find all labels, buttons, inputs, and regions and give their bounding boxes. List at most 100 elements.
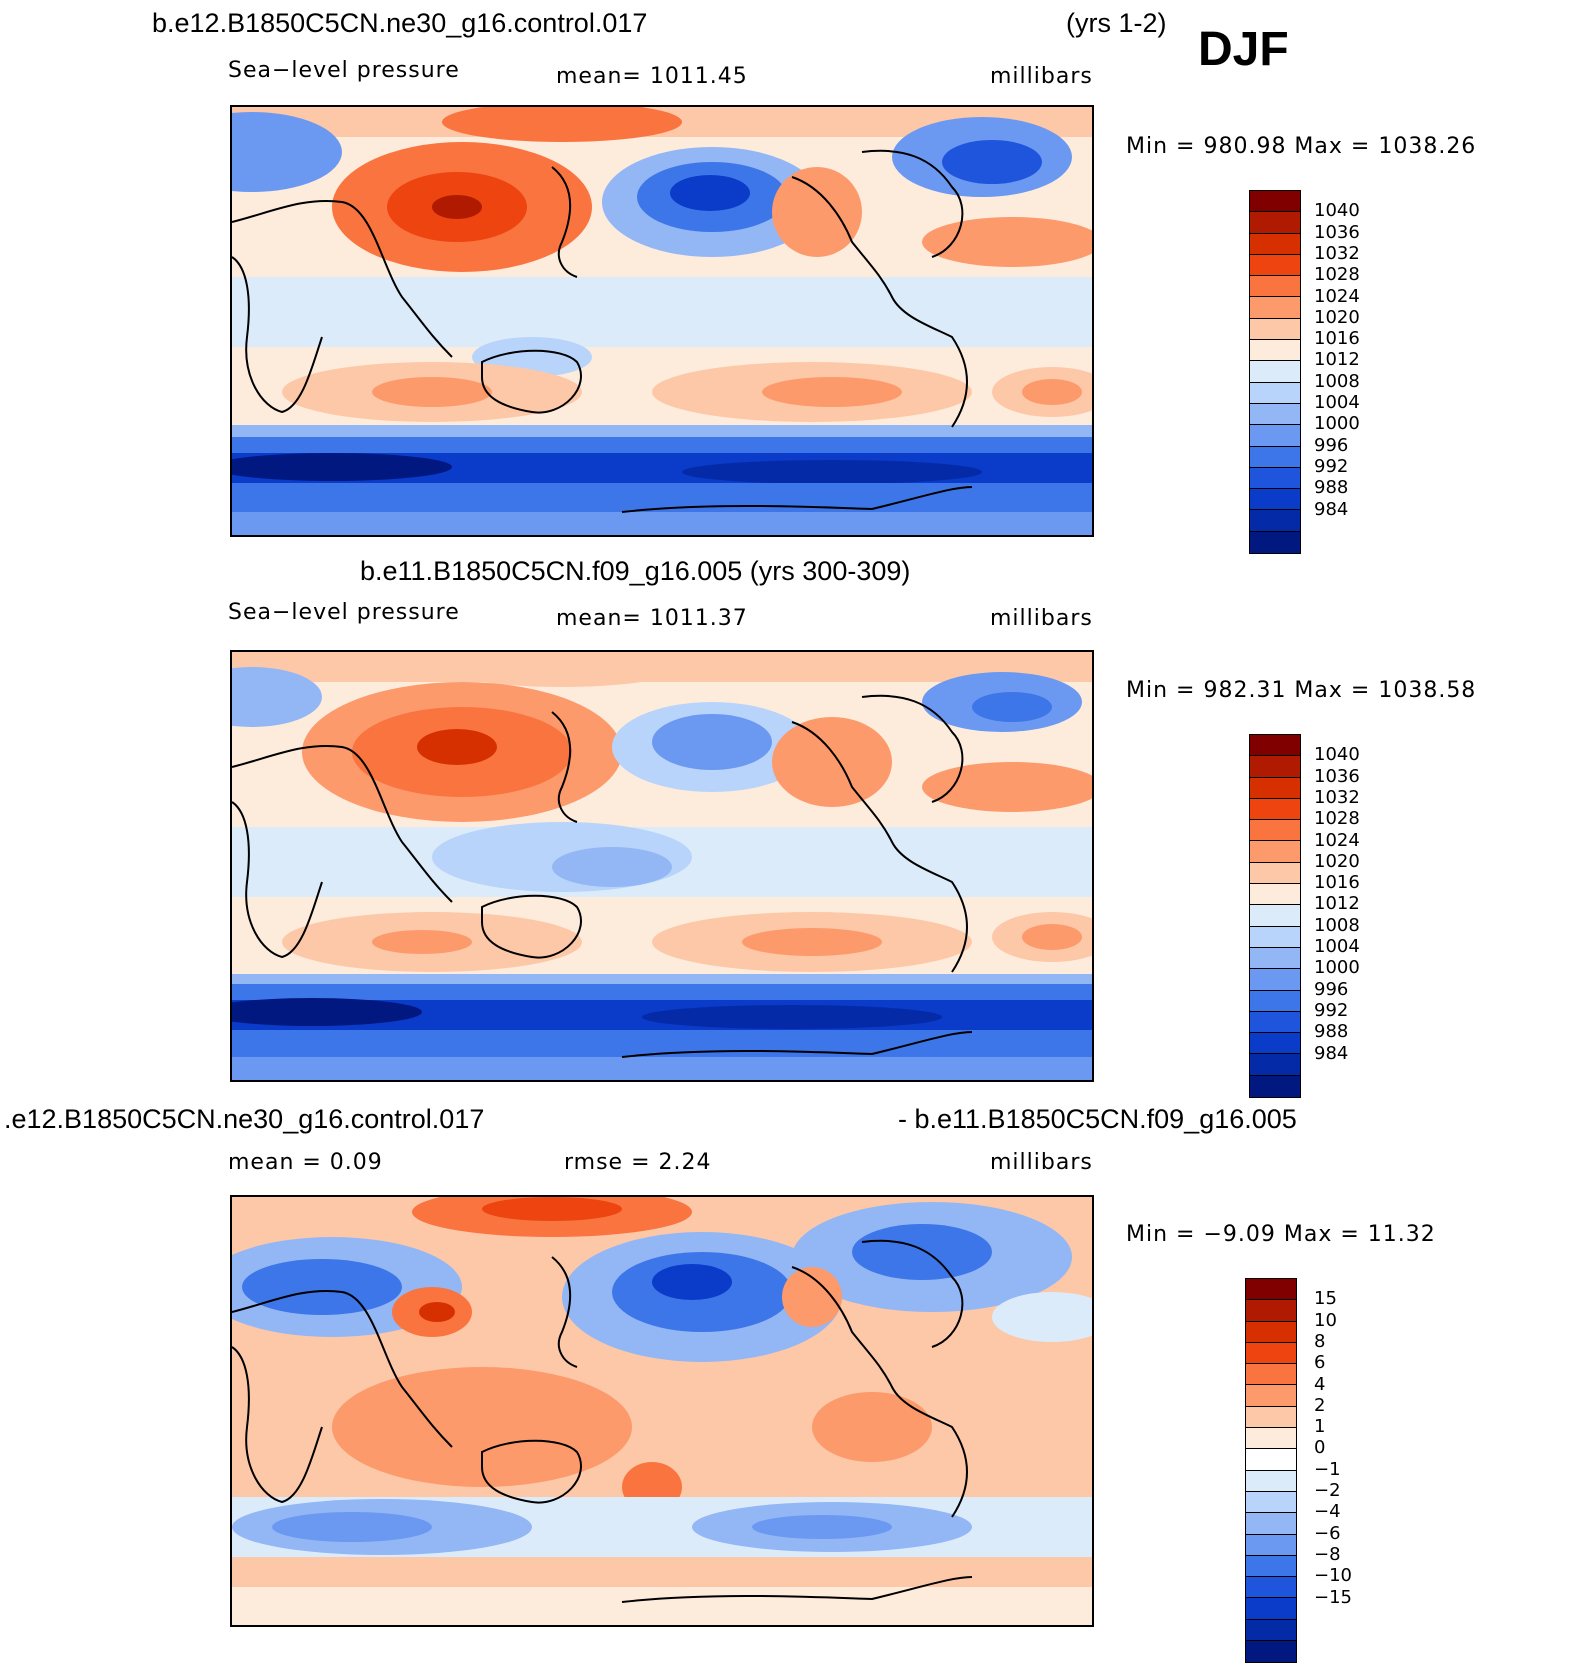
colorbar-label: 2	[1314, 1394, 1326, 1416]
colorbar-label: −2	[1314, 1480, 1341, 1501]
colorbar-band	[1246, 1364, 1296, 1386]
colorbar-band	[1250, 510, 1300, 532]
colorbar-label: 1012	[1314, 893, 1360, 915]
colorbar-label: 988	[1314, 1021, 1349, 1043]
colorbar-label: 984	[1314, 1042, 1349, 1064]
panel-3-mean: mean = 0.09	[228, 1150, 383, 1175]
colorbar-band	[1250, 340, 1300, 362]
colorbar-band	[1246, 1534, 1296, 1556]
colorbar-band	[1246, 1619, 1296, 1642]
colorbar-label: 1	[1314, 1416, 1326, 1438]
colorbar-band	[1250, 1075, 1300, 1098]
colorbar-band	[1250, 884, 1300, 906]
panel-2-mean: mean= 1011.37	[556, 606, 748, 631]
colorbar-label: 1020	[1314, 306, 1360, 328]
colorbar-label: 6	[1314, 1352, 1326, 1374]
colorbar-label: 15	[1314, 1288, 1337, 1310]
panel-3-rmse: rmse = 2.24	[564, 1150, 712, 1175]
panel-3-minmax: Min = −9.09 Max = 11.32	[1126, 1222, 1436, 1247]
colorbar-band	[1250, 1011, 1300, 1034]
colorbar-band	[1250, 798, 1300, 821]
panel-1-colorbar	[1249, 190, 1301, 555]
panel-1-map	[230, 105, 1094, 537]
colorbar-band	[1246, 1641, 1296, 1663]
colorbar-band	[1250, 297, 1300, 319]
colorbar-label: 1036	[1314, 221, 1360, 243]
colorbar-band	[1250, 191, 1300, 213]
colorbar-band	[1250, 777, 1300, 799]
colorbar-label: −4	[1314, 1501, 1341, 1523]
colorbar-band	[1250, 361, 1300, 383]
colorbar-band	[1250, 212, 1300, 234]
colorbar-label: 10	[1314, 1309, 1337, 1331]
colorbar-label: 1000	[1314, 957, 1360, 979]
panel-3-title-left: .e12.B1850C5CN.ne30_g16.control.017	[4, 1104, 485, 1134]
colorbar-band	[1250, 489, 1300, 511]
colorbar-band	[1250, 862, 1300, 885]
colorbar-label: 1000	[1314, 413, 1360, 435]
panel-1-variable: Sea−level pressure	[228, 58, 460, 83]
colorbar-band	[1250, 1033, 1300, 1055]
slp-difference-map	[232, 1197, 1092, 1625]
colorbar-label: 996	[1314, 434, 1349, 456]
colorbar-band	[1250, 1054, 1300, 1076]
colorbar-band	[1250, 926, 1300, 948]
colorbar-label: 984	[1314, 498, 1349, 520]
colorbar-band	[1250, 318, 1300, 341]
colorbar-band	[1250, 254, 1300, 277]
panel-2-units: millibars	[990, 606, 1093, 631]
panel-3-colorbar	[1245, 1278, 1297, 1663]
colorbar-label: 1004	[1314, 936, 1360, 957]
colorbar-band	[1250, 947, 1300, 970]
colorbar-band	[1250, 905, 1300, 927]
panel-1-mean: mean= 1011.45	[556, 64, 748, 89]
colorbar-label: 1040	[1314, 744, 1360, 766]
slp-map-control	[232, 107, 1092, 535]
slp-map-comparison	[232, 652, 1092, 1080]
panel-2-map	[230, 650, 1094, 1082]
colorbar-band	[1246, 1577, 1296, 1599]
colorbar-band	[1246, 1449, 1296, 1471]
colorbar-band	[1250, 233, 1300, 255]
colorbar-label: 988	[1314, 477, 1349, 499]
colorbar-label: 1040	[1314, 200, 1360, 222]
case-title: b.e12.B1850C5CN.ne30_g16.control.017	[152, 8, 648, 38]
panel-2-colorbar	[1249, 734, 1301, 1099]
colorbar-label: 1016	[1314, 328, 1360, 350]
colorbar-label: −10	[1314, 1565, 1352, 1587]
colorbar-band	[1250, 820, 1300, 842]
panel-1-minmax: Min = 980.98 Max = 1038.26	[1126, 134, 1477, 159]
colorbar-label: 0	[1314, 1437, 1326, 1459]
colorbar-band	[1246, 1342, 1296, 1365]
colorbar-band	[1250, 446, 1300, 468]
colorbar-band	[1246, 1279, 1296, 1301]
colorbar-band	[1250, 425, 1300, 447]
colorbar-label: 1004	[1314, 392, 1360, 413]
colorbar-label: 1028	[1314, 264, 1360, 286]
colorbar-label: −8	[1314, 1543, 1341, 1565]
colorbar-label: 4	[1314, 1373, 1326, 1395]
colorbar-band	[1250, 531, 1300, 554]
colorbar-label: 1024	[1314, 285, 1360, 307]
colorbar-band	[1246, 1406, 1296, 1429]
colorbar-label: 1032	[1314, 786, 1360, 808]
colorbar-band	[1246, 1491, 1296, 1514]
colorbar-label: 1016	[1314, 872, 1360, 894]
colorbar-label: 1008	[1314, 914, 1360, 936]
colorbar-band	[1246, 1598, 1296, 1620]
colorbar-band	[1246, 1385, 1296, 1407]
colorbar-band	[1250, 841, 1300, 863]
colorbar-label: 1028	[1314, 808, 1360, 830]
panel-1-units: millibars	[990, 64, 1093, 89]
panel-2-variable: Sea−level pressure	[228, 600, 460, 625]
colorbar-label: 996	[1314, 978, 1349, 1000]
colorbar-band	[1250, 403, 1300, 426]
colorbar-band	[1246, 1428, 1296, 1450]
panel-2-minmax: Min = 982.31 Max = 1038.58	[1126, 678, 1477, 703]
colorbar-label: 1032	[1314, 242, 1360, 264]
colorbar-band	[1246, 1513, 1296, 1535]
colorbar-band	[1246, 1321, 1296, 1343]
colorbar-band	[1250, 276, 1300, 298]
colorbar-label: 8	[1314, 1330, 1326, 1352]
colorbar-label: 1024	[1314, 829, 1360, 851]
